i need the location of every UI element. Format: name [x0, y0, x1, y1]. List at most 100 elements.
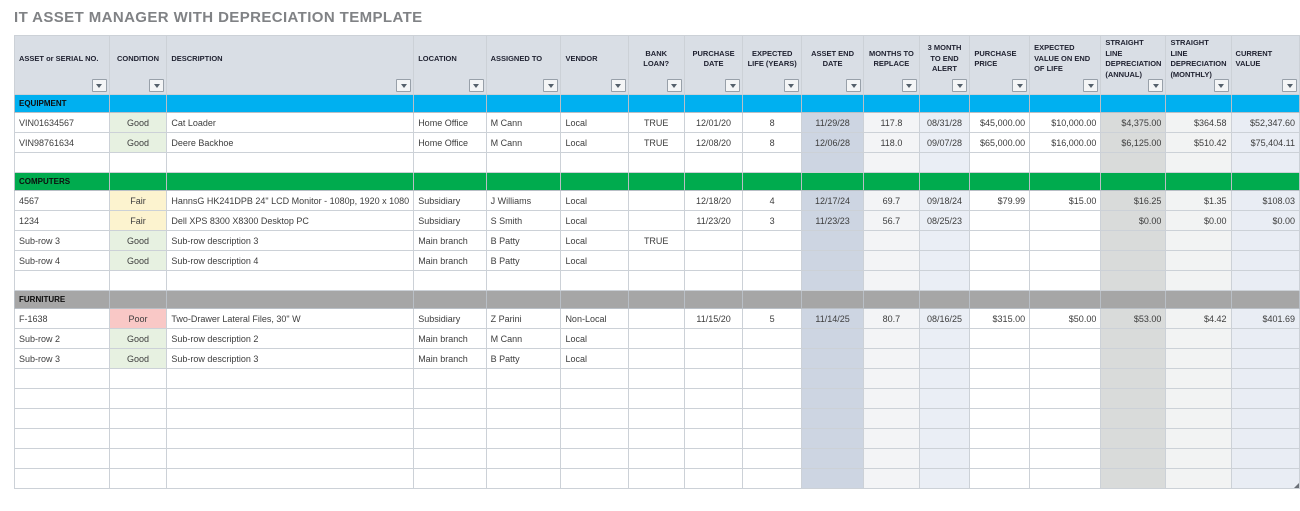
section-cell[interactable] — [1230, 290, 1300, 309]
cell[interactable]: 118.0 — [863, 132, 920, 153]
column-header[interactable]: 3 MONTH TO END ALERT — [918, 35, 971, 95]
cell[interactable]: Main branch — [413, 230, 487, 251]
section-cell[interactable] — [166, 290, 415, 309]
cell[interactable] — [863, 428, 920, 449]
cell[interactable] — [1230, 368, 1300, 389]
section-cell[interactable] — [863, 94, 920, 113]
column-header[interactable]: LOCATION — [413, 35, 487, 95]
filter-button[interactable] — [1213, 79, 1229, 92]
cell[interactable]: Fair — [108, 210, 168, 231]
cell[interactable]: Home Office — [413, 132, 487, 153]
cell[interactable] — [1029, 270, 1102, 291]
cell[interactable]: B Patty — [485, 348, 562, 369]
filter-button[interactable] — [468, 79, 484, 92]
cell[interactable]: 11/23/23 — [800, 210, 865, 231]
filter-button[interactable] — [846, 79, 862, 92]
cell[interactable] — [863, 408, 920, 429]
cell[interactable] — [627, 428, 685, 449]
column-header[interactable]: MONTHS TO REPLACE — [863, 35, 920, 95]
cell[interactable]: 8 — [742, 112, 802, 133]
section-cell[interactable] — [166, 172, 415, 191]
cell[interactable]: Local — [560, 190, 629, 211]
cell[interactable] — [1029, 250, 1102, 271]
cell[interactable] — [1165, 368, 1232, 389]
cell[interactable] — [108, 428, 168, 449]
filter-button[interactable] — [1083, 79, 1099, 92]
cell[interactable] — [1230, 328, 1300, 349]
section-cell[interactable] — [800, 172, 865, 191]
cell[interactable]: HannsG HK241DPB 24" LCD Monitor - 1080p,… — [166, 190, 415, 211]
cell[interactable]: VIN01634567 — [14, 112, 110, 133]
section-cell[interactable] — [485, 172, 562, 191]
section-cell[interactable] — [800, 290, 865, 309]
cell[interactable] — [1230, 230, 1300, 251]
cell[interactable]: Sub-row 3 — [14, 348, 110, 369]
cell[interactable]: $75,404.11 — [1230, 132, 1300, 153]
cell[interactable] — [1230, 468, 1300, 489]
cell[interactable] — [413, 448, 487, 469]
cell[interactable]: $10,000.00 — [1029, 112, 1102, 133]
cell[interactable]: TRUE — [627, 230, 685, 251]
section-cell[interactable] — [108, 172, 168, 191]
cell[interactable] — [1230, 250, 1300, 271]
cell[interactable] — [560, 428, 629, 449]
cell[interactable]: $16.25 — [1100, 190, 1167, 211]
cell[interactable] — [969, 408, 1031, 429]
section-cell[interactable] — [863, 290, 920, 309]
cell[interactable] — [1165, 468, 1232, 489]
column-header[interactable]: ASSET END DATE — [800, 35, 865, 95]
cell[interactable] — [108, 388, 168, 409]
cell[interactable] — [800, 388, 865, 409]
cell[interactable] — [800, 250, 865, 271]
cell[interactable] — [485, 448, 562, 469]
cell[interactable] — [918, 468, 971, 489]
cell[interactable] — [485, 468, 562, 489]
cell[interactable] — [1100, 468, 1167, 489]
cell[interactable] — [1165, 388, 1232, 409]
cell[interactable] — [1029, 230, 1102, 251]
cell[interactable] — [1165, 270, 1232, 291]
cell[interactable] — [485, 388, 562, 409]
cell[interactable] — [683, 448, 744, 469]
cell[interactable]: Good — [108, 132, 168, 153]
cell[interactable] — [413, 388, 487, 409]
section-cell[interactable] — [918, 94, 971, 113]
cell[interactable] — [863, 250, 920, 271]
cell[interactable] — [1100, 368, 1167, 389]
cell[interactable]: B Patty — [485, 250, 562, 271]
cell[interactable] — [969, 448, 1031, 469]
cell[interactable] — [166, 428, 415, 449]
column-header[interactable]: ASSET or SERIAL NO. — [14, 35, 110, 95]
cell[interactable] — [627, 468, 685, 489]
cell[interactable] — [683, 270, 744, 291]
section-label-cell[interactable]: FURNITURE — [14, 290, 110, 309]
cell[interactable] — [683, 152, 744, 173]
cell[interactable]: $315.00 — [969, 308, 1031, 329]
cell[interactable]: 3 — [742, 210, 802, 231]
cell[interactable]: Home Office — [413, 112, 487, 133]
cell[interactable]: Subsidiary — [413, 308, 487, 329]
cell[interactable] — [413, 368, 487, 389]
cell[interactable]: 8 — [742, 132, 802, 153]
cell[interactable]: Main branch — [413, 348, 487, 369]
cell[interactable] — [14, 408, 110, 429]
cell[interactable] — [800, 428, 865, 449]
cell[interactable] — [108, 368, 168, 389]
cell[interactable]: $65,000.00 — [969, 132, 1031, 153]
cell[interactable]: J Williams — [485, 190, 562, 211]
section-cell[interactable] — [560, 290, 629, 309]
cell[interactable]: Local — [560, 348, 629, 369]
cell[interactable]: Local — [560, 210, 629, 231]
cell[interactable] — [863, 468, 920, 489]
cell[interactable] — [166, 448, 415, 469]
cell[interactable] — [742, 250, 802, 271]
cell[interactable] — [742, 152, 802, 173]
cell[interactable] — [800, 270, 865, 291]
cell[interactable] — [108, 468, 168, 489]
cell[interactable] — [1029, 348, 1102, 369]
cell[interactable] — [627, 408, 685, 429]
cell[interactable] — [800, 328, 865, 349]
cell[interactable] — [485, 152, 562, 173]
cell[interactable]: Deere Backhoe — [166, 132, 415, 153]
cell[interactable]: Local — [560, 132, 629, 153]
